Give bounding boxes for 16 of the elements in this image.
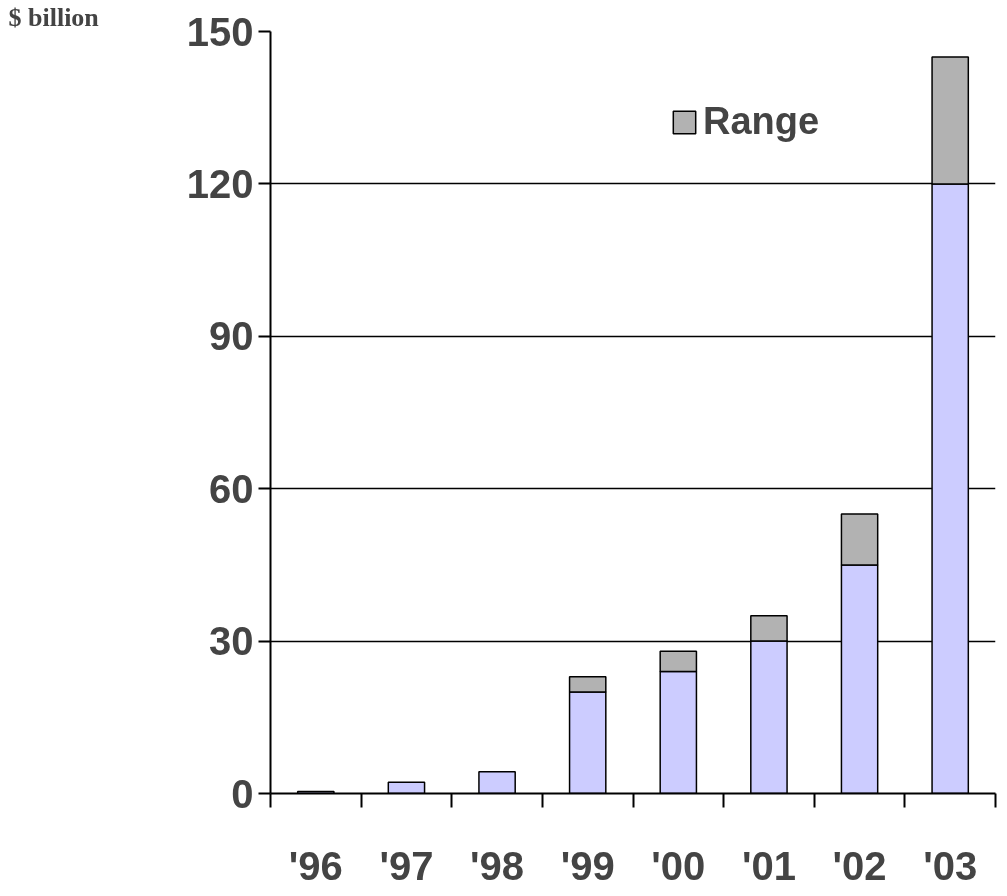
x-tick-label: '01 [741, 843, 796, 888]
y-tick-label: 90 [209, 314, 254, 359]
y-tick-label: 60 [209, 466, 254, 511]
y-tick-label: 30 [209, 619, 254, 664]
x-tick-label: '98 [470, 843, 525, 888]
x-tick-label: '99 [560, 843, 615, 888]
y-tick-label: 0 [231, 771, 254, 816]
y-axis-title: $ billion [8, 2, 100, 32]
x-tick-label: '03 [923, 843, 978, 888]
x-tick-label: '96 [288, 843, 343, 888]
legend-label: Range [703, 100, 820, 143]
x-tick-label: '02 [832, 843, 887, 888]
y-tick-label: 150 [186, 9, 254, 54]
x-tick-label: '00 [651, 843, 706, 888]
x-tick-label: '97 [379, 843, 434, 888]
y-tick-label: 120 [186, 161, 254, 206]
